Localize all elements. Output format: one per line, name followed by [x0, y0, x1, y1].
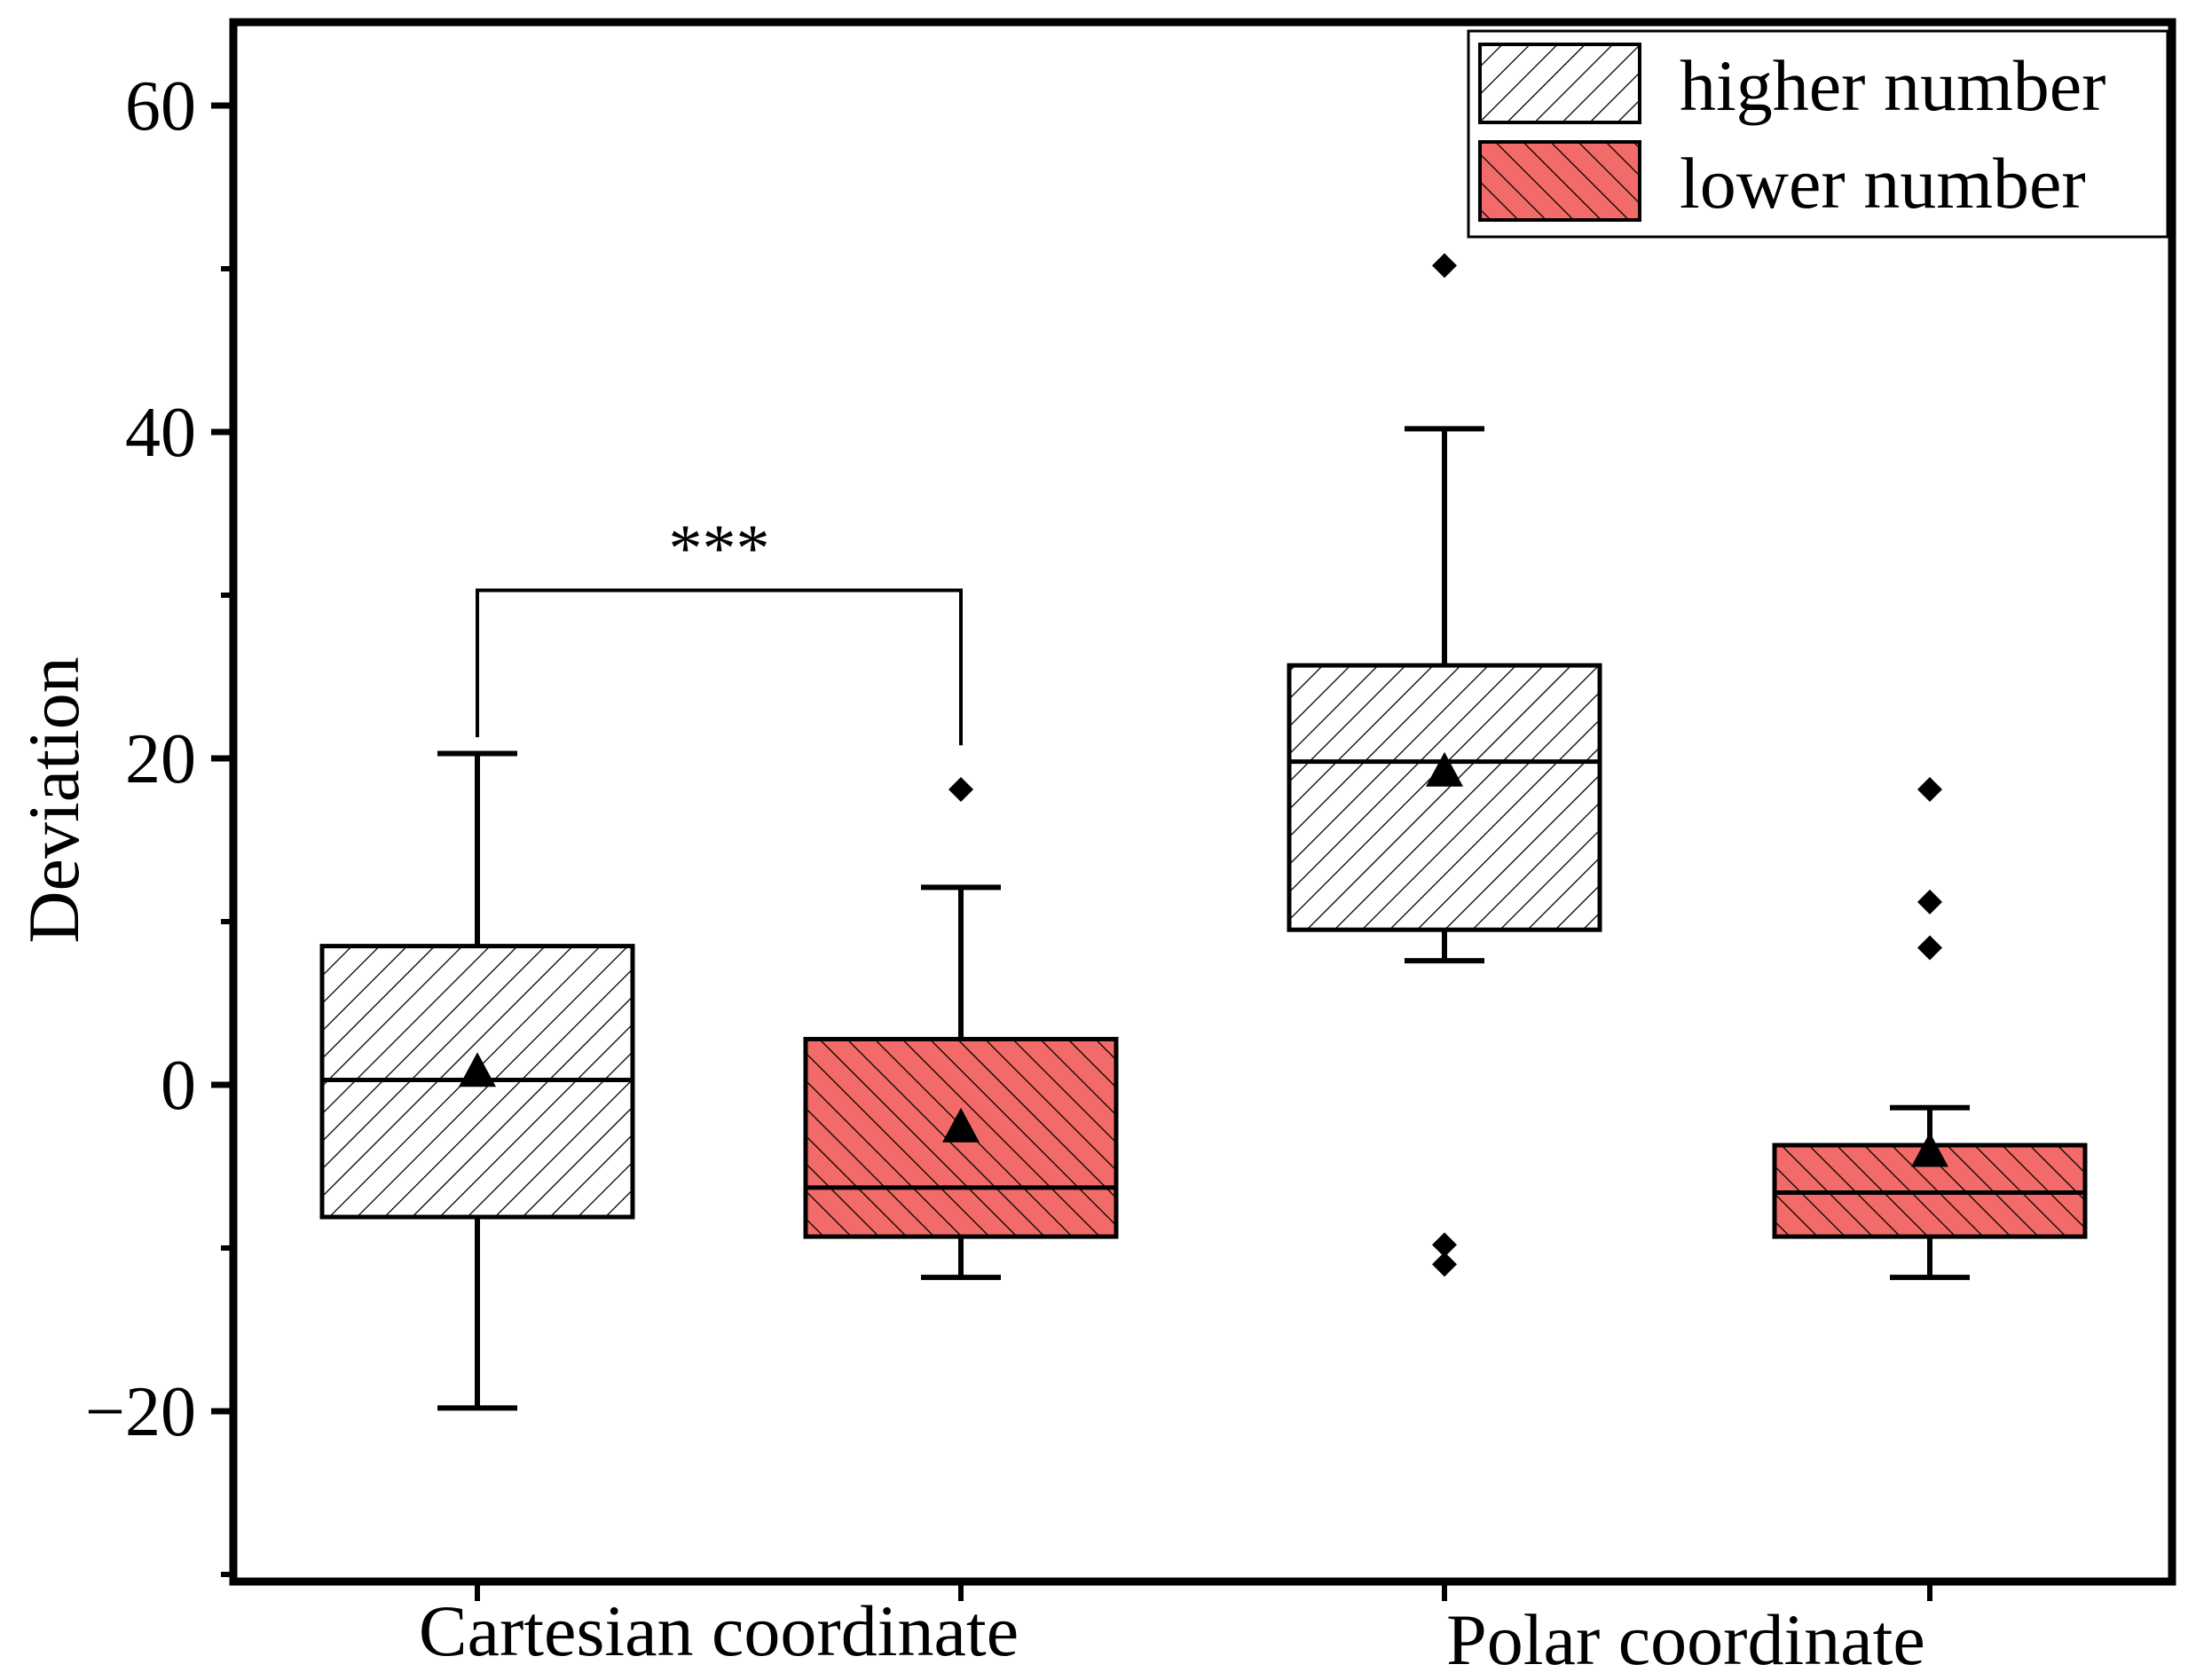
outlier-point: [1432, 1252, 1457, 1277]
mean-marker: [1911, 1132, 1948, 1167]
x-axis: Cartesian coordinate Polar coordinate: [419, 1582, 1932, 1680]
legend-swatch-higher-number: [1478, 43, 1641, 124]
plot-frame: [229, 18, 2176, 1586]
plot-content: [319, 253, 2088, 1411]
outlier-point: [1432, 1232, 1457, 1258]
y-tick-label: 20: [125, 720, 196, 798]
significance-bracket: [476, 588, 963, 746]
iqr-box: [1287, 663, 1602, 932]
box-lower-number-polar: [1772, 776, 2088, 1281]
mean-marker: [1426, 751, 1463, 787]
x-category-label: Polar coordinate: [1446, 1599, 1925, 1680]
outlier-point: [1917, 935, 1942, 961]
y-tick-label: −20: [85, 1373, 196, 1451]
y-axis-title: Deviation: [13, 656, 94, 943]
y-tick-label: 60: [125, 67, 196, 145]
mean-marker: [459, 1052, 496, 1087]
legend-swatch-lower-number: [1478, 140, 1641, 222]
outlier-point: [948, 776, 973, 802]
outlier-point: [1917, 889, 1942, 915]
x-category-label: Cartesian coordinate: [419, 1590, 1019, 1671]
box-lower-number-cartesian: [803, 776, 1119, 1281]
outlier-point: [1432, 253, 1457, 279]
box-higher-number-polar: [1287, 253, 1602, 1277]
legend: higher number lower number: [1467, 29, 2169, 239]
mean-marker: [942, 1107, 980, 1142]
legend-label-higher-number: higher number: [1680, 45, 2105, 126]
significance-label: ***: [669, 511, 770, 585]
y-tick-label: 40: [125, 394, 196, 472]
legend-label-lower-number: lower number: [1680, 143, 2086, 224]
annotation-layer: ***: [476, 511, 963, 746]
box-higher-number-cartesian: [319, 750, 635, 1411]
y-tick-label: 0: [161, 1047, 196, 1125]
y-axis: −20 0 20 40 60: [85, 67, 233, 1577]
outlier-point: [1917, 776, 1942, 802]
